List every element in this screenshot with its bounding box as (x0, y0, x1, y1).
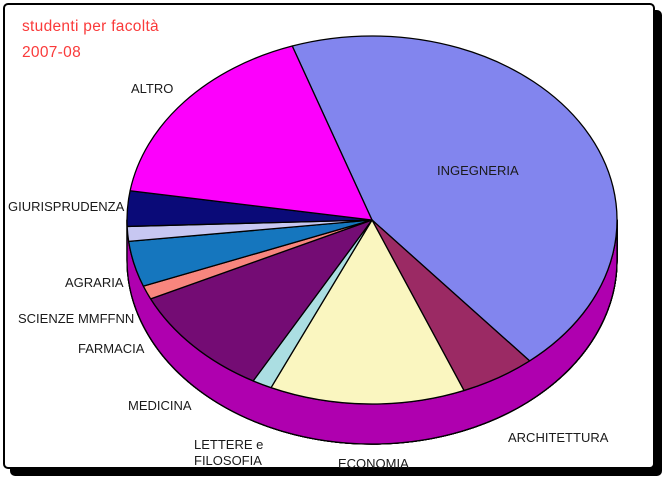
slice-label-altro: ALTRO (131, 81, 174, 96)
chart-title-line2: 2007-08 (22, 44, 81, 61)
slice-label-lettere-filosofia: LETTERE e FILOSOFIA (194, 437, 264, 468)
slice-label-giurisprudenza: GIURISPRUDENZA (8, 199, 125, 214)
chart-title-line1: studenti per facoltà (22, 18, 159, 35)
pie-slice-altro (129, 45, 373, 221)
slice-label-medicina: MEDICINA (128, 398, 192, 413)
slice-label-ingegneria: INGEGNERIA (437, 163, 519, 178)
chart-title: studenti per facoltà 2007-08 (22, 14, 159, 66)
slice-label-farmacia: FARMACIA (78, 341, 145, 356)
pie-slice-ingegneria (291, 35, 618, 362)
slice-label-economia: ECONOMIA (338, 456, 409, 471)
pie-slice-economia (270, 219, 465, 405)
slice-label-scienze-mmffnn: SCIENZE MMFFNN (18, 311, 135, 326)
slice-label-architettura: ARCHITETTURA (508, 430, 609, 445)
slice-label-agraria: AGRARIA (65, 275, 124, 290)
pie-slice-medicina (150, 219, 373, 382)
